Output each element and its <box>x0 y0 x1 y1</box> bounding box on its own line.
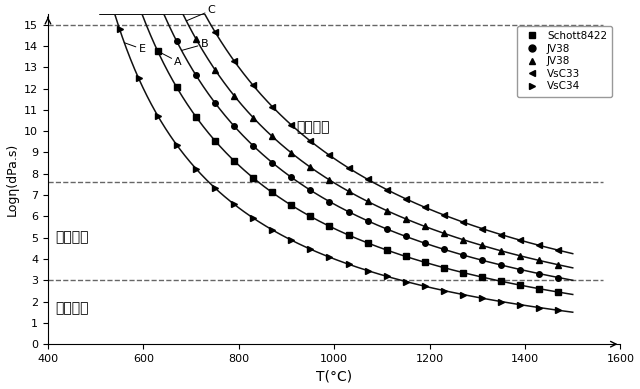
Text: E: E <box>124 43 146 54</box>
Text: C: C <box>186 5 216 21</box>
Text: A: A <box>157 51 182 67</box>
Text: B: B <box>182 39 208 51</box>
Text: D: D <box>0 388 1 389</box>
Text: 塑性領域: 塑性領域 <box>296 120 330 134</box>
Text: 溶融領域: 溶融領域 <box>55 301 88 315</box>
Legend: Schott8422, JV38, JV38, VsC33, VsC34: Schott8422, JV38, JV38, VsC33, VsC34 <box>517 26 612 97</box>
X-axis label: T(°C): T(°C) <box>316 370 352 384</box>
Y-axis label: Logη(dPa.s): Logη(dPa.s) <box>6 142 19 216</box>
Text: 粘性領域: 粘性領域 <box>55 231 88 245</box>
